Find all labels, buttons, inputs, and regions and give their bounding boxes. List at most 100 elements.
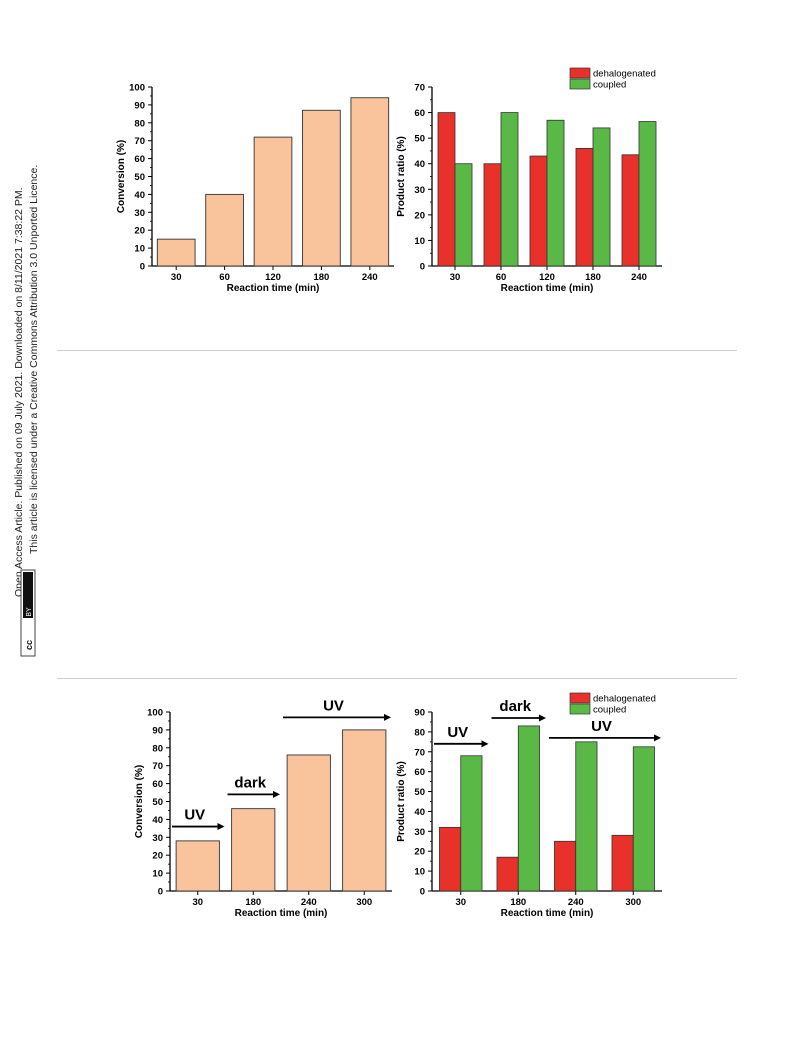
y-tick-label: 40	[414, 159, 425, 170]
dehalogenated-bar	[611, 834, 634, 892]
conversion-bar	[350, 97, 390, 267]
legend-label-dehalogenated: dehalogenated	[593, 69, 656, 80]
y-tick-label: 20	[134, 226, 145, 237]
y-tick-label: 80	[414, 727, 425, 738]
x-tick-label: 300	[356, 897, 372, 908]
conversion-bar	[302, 109, 341, 267]
y-tick-label: 30	[134, 208, 145, 219]
x-tick-label: 30	[192, 897, 203, 908]
x-tick-label: 30	[171, 272, 182, 283]
conversion-bar	[253, 136, 293, 267]
x-axis-title: Reaction time (min)	[501, 908, 594, 919]
dehalogenated-bar	[439, 826, 462, 892]
annotation-label: UV	[184, 807, 205, 824]
y-tick-label: 30	[152, 833, 163, 844]
legend-label-coupled: coupled	[593, 705, 626, 716]
y-tick-label: 80	[134, 118, 145, 129]
license-line-1: Open Access Article. Published on 09 Jul…	[13, 187, 25, 597]
y-tick-label: 0	[140, 262, 145, 273]
y-tick-label: 0	[420, 887, 425, 898]
dehalogenated-bar	[621, 154, 640, 267]
annotation-arrow-head	[481, 740, 489, 748]
annotation-label: UV	[323, 697, 344, 714]
y-tick-label: 40	[152, 815, 163, 826]
x-tick-label: 300	[625, 897, 641, 908]
y-tick-label: 100	[147, 708, 163, 719]
y-tick-label: 50	[414, 787, 425, 798]
legend-label-coupled: coupled	[593, 80, 626, 91]
legend-label-dehalogenated: dehalogenated	[593, 694, 656, 705]
x-tick-label: 180	[585, 272, 601, 283]
legend-swatch-dehalogenated	[569, 692, 591, 704]
y-tick-label: 70	[134, 136, 145, 147]
annotation-label: UV	[591, 718, 612, 735]
y-tick-label: 40	[414, 807, 425, 818]
coupled-bar	[546, 119, 565, 267]
conversion-bar	[205, 193, 244, 267]
coupled-bar	[460, 755, 483, 892]
y-tick-label: 60	[414, 108, 425, 119]
y-axis-title: Conversion (%)	[134, 765, 145, 838]
annotation-arrow-head	[384, 713, 391, 721]
y-tick-label: 90	[134, 100, 145, 111]
annotation-arrow-head	[273, 790, 280, 798]
divider-rule-2	[57, 678, 737, 679]
x-axis-title: Reaction time (min)	[501, 283, 594, 294]
x-tick-label: 120	[539, 272, 555, 283]
y-tick-label: 70	[414, 747, 425, 758]
dehalogenated-bar	[575, 147, 594, 267]
y-tick-label: 30	[414, 827, 425, 838]
x-tick-label: 240	[362, 272, 378, 283]
y-tick-label: 30	[414, 185, 425, 196]
y-tick-label: 90	[152, 725, 163, 736]
y-tick-label: 10	[414, 236, 425, 247]
annotation-label: dark	[234, 774, 266, 791]
conversion-bar	[175, 840, 220, 892]
coupled-bar	[575, 741, 598, 892]
y-tick-label: 10	[414, 867, 425, 878]
cc-by-badge: cc BY	[20, 569, 36, 657]
y-tick-label: 100	[129, 83, 145, 94]
y-tick-label: 10	[152, 869, 163, 880]
y-tick-label: 50	[152, 797, 163, 808]
license-line-2: This article is licensed under a Creativ…	[28, 165, 40, 554]
coupled-bar	[500, 112, 519, 267]
legend-swatch-dehalogenated	[569, 67, 591, 79]
dehalogenated-bar	[437, 112, 456, 267]
annotation-arrow-head	[539, 714, 546, 722]
y-tick-label: 20	[152, 851, 163, 862]
y-tick-label: 0	[420, 262, 425, 273]
y-tick-label: 60	[134, 154, 145, 165]
annotation-arrow-head	[217, 823, 225, 831]
x-tick-label: 240	[301, 897, 317, 908]
coupled-bar	[592, 127, 611, 267]
x-tick-label: 60	[496, 272, 507, 283]
dehalogenated-bar	[529, 155, 548, 267]
y-tick-label: 20	[414, 210, 425, 221]
divider-rule-1	[57, 350, 737, 351]
annotation-label: dark	[499, 698, 531, 715]
coupled-bar	[454, 163, 473, 267]
x-tick-label: 240	[631, 272, 647, 283]
x-tick-label: 120	[265, 272, 281, 283]
coupled-bar	[517, 725, 540, 892]
x-axis-title: Reaction time (min)	[235, 908, 328, 919]
by-label: BY	[26, 607, 33, 617]
coupled-bar	[632, 746, 655, 892]
x-tick-label: 180	[313, 272, 329, 283]
conversion-bar	[156, 238, 196, 267]
x-tick-label: 240	[568, 897, 584, 908]
x-tick-label: 30	[450, 272, 461, 283]
coupled-bar	[638, 121, 657, 267]
y-tick-label: 50	[134, 172, 145, 183]
y-tick-label: 60	[152, 779, 163, 790]
dehalogenated-bar	[554, 840, 577, 892]
conversion-bar	[231, 808, 276, 892]
y-tick-label: 20	[414, 847, 425, 858]
y-tick-label: 70	[414, 83, 425, 94]
y-tick-label: 10	[134, 244, 145, 255]
